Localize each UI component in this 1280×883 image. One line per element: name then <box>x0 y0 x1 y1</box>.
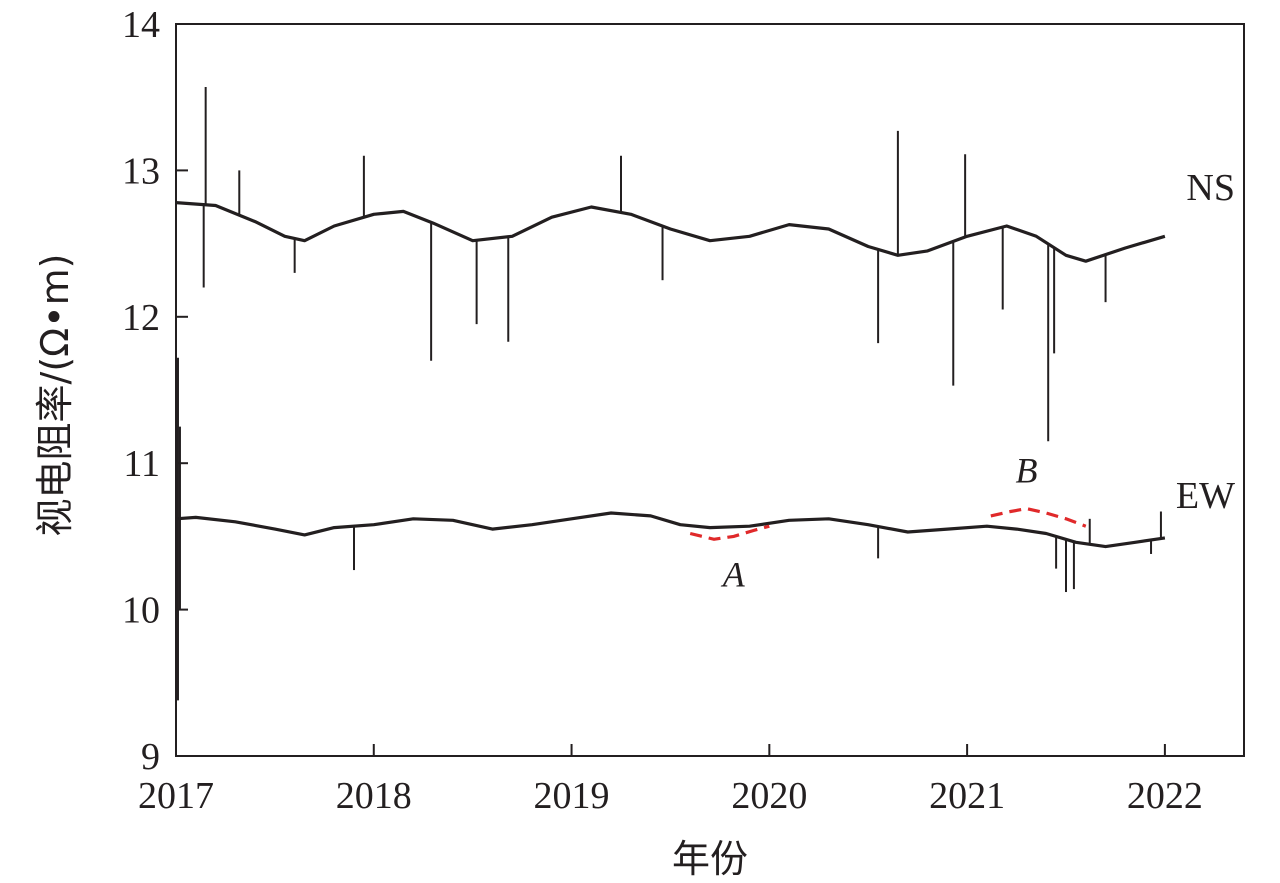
x-tick-label: 2022 <box>1127 775 1203 817</box>
series-label-ew: EW <box>1176 475 1235 517</box>
anomaly-a-curve <box>689 524 770 541</box>
series-ns-line <box>175 201 1166 263</box>
x-axis-title: 年份 <box>672 837 748 881</box>
x-tick-label: 2020 <box>731 775 807 817</box>
anomaly-layer <box>689 506 1087 541</box>
x-tick-label: 2019 <box>534 775 610 817</box>
y-tick-label: 11 <box>123 443 160 485</box>
x-tick-label: 2017 <box>138 775 214 817</box>
series-ew-line <box>175 511 1166 549</box>
series-layer <box>175 86 1166 701</box>
y-tick-label: 10 <box>122 590 160 632</box>
anomaly-label-a: A <box>721 554 746 594</box>
anomaly-b-curve <box>990 506 1087 528</box>
x-tick-label: 2018 <box>336 775 412 817</box>
y-tick-label: 12 <box>122 297 160 339</box>
y-tick-label: 13 <box>122 150 160 192</box>
plot-frame <box>175 23 1245 757</box>
label-layer: NS EW A B <box>721 167 1235 594</box>
axis-ticks: 2017 2018 2019 2020 2021 2022 9 10 11 12 13 14 <box>122 4 1203 817</box>
y-tick-label: 9 <box>141 736 160 778</box>
series-label-ns: NS <box>1186 167 1235 209</box>
x-tick-label: 2021 <box>929 775 1005 817</box>
anomaly-label-b: B <box>1015 451 1037 491</box>
y-axis-title: 视电阻率/(Ω•m) <box>33 254 77 537</box>
y-tick-label: 14 <box>122 4 160 46</box>
